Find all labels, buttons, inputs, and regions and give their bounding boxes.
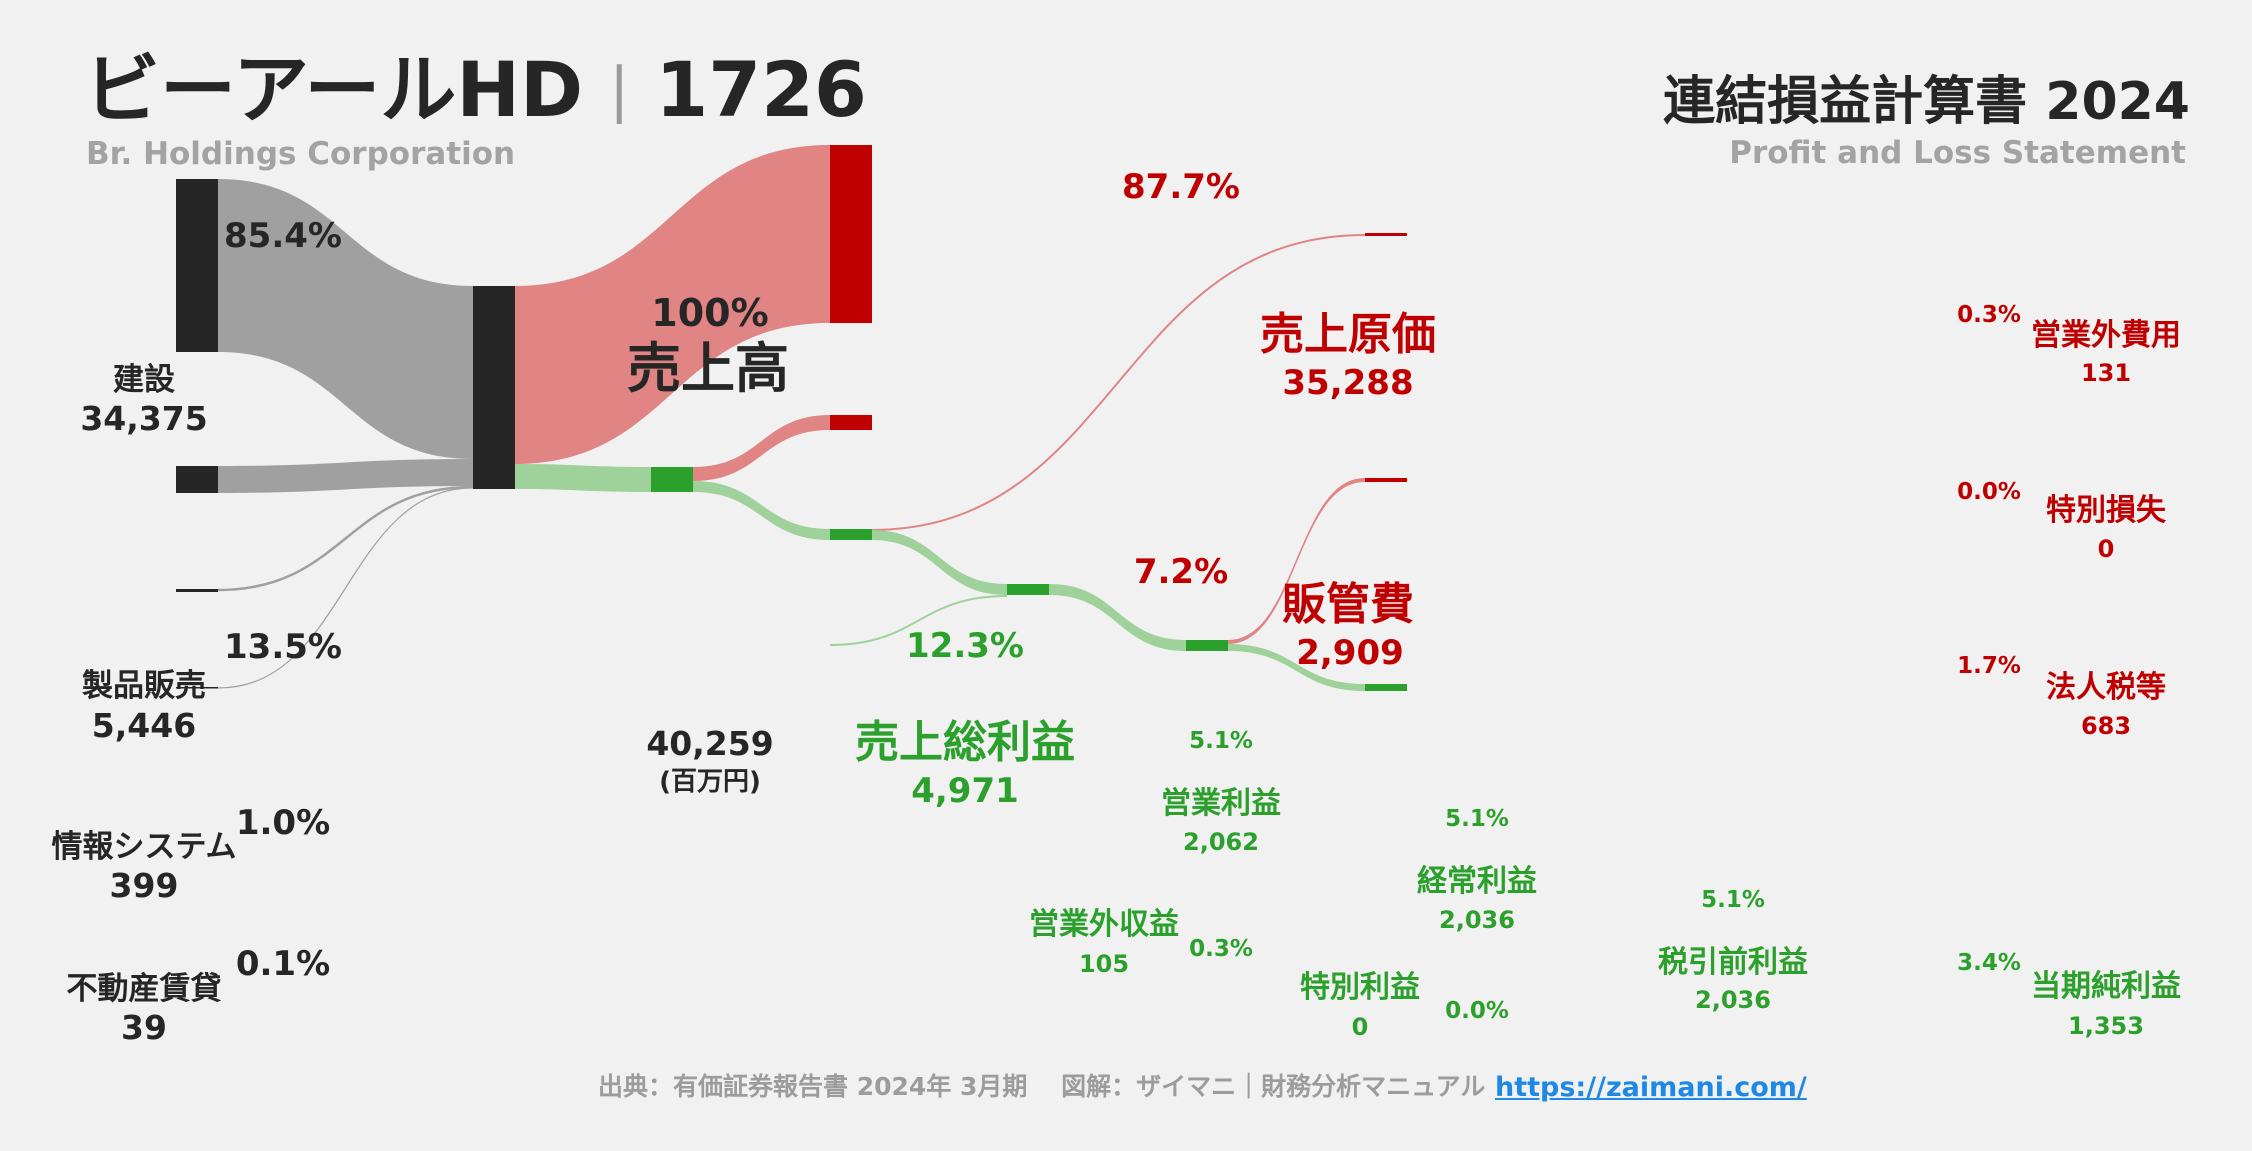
product-sales-pct: 13.5%: [224, 627, 342, 667]
flow-pretax-profit-to-income-tax: [1228, 478, 1365, 644]
special-loss-label: 特別損失: [2046, 493, 2166, 528]
revenue-label: 売上高: [627, 337, 789, 400]
special-loss-pct: 0.0%: [1957, 479, 2021, 505]
info-system-value: 399: [109, 866, 179, 905]
flow-real-estate-to-revenue: [217, 487, 474, 689]
cogs-pct: 87.7%: [1122, 167, 1240, 207]
gross-profit-label: 売上総利益: [855, 717, 1075, 768]
flow-info-system-to-revenue: [217, 485, 474, 592]
source-credit: 出典：有価証券報告書 2024年 3月期 図解：ザイマニ｜財務分析マニュアル: [598, 1072, 1486, 1101]
flow-non-op-income-to-ordinary-profit: [829, 595, 1008, 646]
ordinary-profit-label: 経常利益: [1417, 864, 1537, 899]
company-name: ビーアールHD: [84, 45, 584, 134]
real-estate-label: 不動産賃貸: [66, 971, 222, 1007]
real-estate-value: 39: [121, 1008, 167, 1047]
net-income-value: 1,353: [2068, 1012, 2144, 1040]
title-divider: |: [609, 55, 630, 125]
statement-title: 連結損益計算書 2024: [1663, 72, 2190, 132]
statement-title-en: Profit and Loss Statement: [1729, 135, 2186, 171]
non-op-income-label: 営業外収益: [1029, 907, 1179, 942]
gross-profit-value: 4,971: [911, 771, 1019, 811]
product-sales-label: 製品販売: [82, 668, 206, 704]
pretax-profit-label: 税引前利益: [1658, 945, 1808, 980]
pretax-profit-value: 2,036: [1695, 986, 1771, 1014]
node-pretax-profit: [1186, 640, 1228, 651]
gross-profit-pct: 12.3%: [906, 626, 1024, 666]
node-real-estate: [176, 687, 218, 689]
site-link[interactable]: https://zaimani.com/: [1495, 1072, 1807, 1103]
net-income-label: 当期純利益: [2031, 969, 2181, 1004]
product-sales-value: 5,446: [91, 706, 197, 745]
flow-product-sales-to-revenue: [218, 459, 473, 493]
net-income-pct: 3.4%: [1957, 950, 2021, 976]
special-gain-label: 特別利益: [1300, 970, 1420, 1005]
company-title: ビーアールHD | 1726: [84, 52, 867, 128]
node-revenue: [473, 286, 515, 489]
sga-label: 販管費: [1282, 579, 1414, 630]
cogs-value: 35,288: [1282, 363, 1414, 403]
operating-profit-value: 2,062: [1183, 828, 1259, 856]
revenue-pct: 100%: [651, 291, 769, 335]
real-estate-pct: 0.1%: [235, 944, 331, 984]
construction-label: 建設: [113, 362, 175, 398]
node-info-system: [176, 589, 218, 592]
non-op-expense-label: 営業外費用: [2031, 318, 2181, 353]
flow-operating-profit-to-non-op-expense: [870, 234, 1366, 531]
ticker-code: 1726: [655, 45, 867, 134]
special-loss-value: 0: [2097, 535, 2115, 563]
node-net-income: [1365, 684, 1407, 691]
special-gain-pct: 0.0%: [1445, 998, 1509, 1024]
operating-profit-pct: 5.1%: [1189, 728, 1253, 754]
node-product-sales: [176, 466, 218, 493]
flow-gross-profit-to-operating-profit: [693, 481, 830, 540]
income-tax-value: 683: [2080, 712, 2132, 740]
flow-gross-profit-to-sga: [693, 415, 830, 481]
flow-construction-to-revenue: [218, 179, 473, 459]
ordinary-profit-pct: 5.1%: [1445, 806, 1509, 832]
income-tax-pct: 1.7%: [1957, 653, 2021, 679]
special-gain-value: 0: [1351, 1013, 1369, 1041]
flow-pretax-profit-to-net-income: [1228, 644, 1365, 691]
construction-pct: 85.4%: [224, 216, 342, 256]
node-non-op-expense: [1365, 233, 1407, 236]
node-operating-profit: [830, 529, 872, 540]
info-system-label: 情報システム: [51, 829, 237, 865]
construction-value: 34,375: [80, 399, 208, 438]
info-system-pct: 1.0%: [235, 803, 331, 843]
node-ordinary-profit: [1007, 584, 1049, 595]
flow-revenue-to-gross-profit: [514, 464, 651, 492]
income-tax-label: 法人税等: [2046, 670, 2166, 705]
non-op-income-pct: 0.3%: [1189, 936, 1253, 962]
node-construction: [176, 179, 218, 352]
node-cogs: [830, 145, 872, 323]
node-income-tax: [1365, 478, 1407, 482]
non-op-expense-value: 131: [2080, 359, 2132, 387]
ordinary-profit-value: 2,036: [1439, 906, 1515, 934]
flow-ordinary-profit-to-pretax-profit: [1049, 584, 1186, 651]
pretax-profit-pct: 5.1%: [1701, 887, 1765, 913]
cogs-label: 売上原価: [1260, 309, 1436, 360]
revenue-value: 40,259: [646, 724, 774, 763]
flow-operating-profit-to-ordinary-profit: [871, 530, 1007, 595]
node-sga: [830, 415, 872, 430]
operating-profit-label: 営業利益: [1161, 786, 1281, 821]
sga-pct: 7.2%: [1133, 552, 1229, 592]
sga-value: 2,909: [1296, 633, 1404, 673]
flow-revenue-to-cogs: [514, 145, 830, 464]
non-op-income-value: 105: [1078, 950, 1130, 978]
company-name-en: Br. Holdings Corporation: [86, 136, 516, 172]
non-op-expense-pct: 0.3%: [1957, 302, 2021, 328]
unit-label: (百万円): [659, 767, 761, 797]
node-gross-profit: [651, 467, 693, 492]
